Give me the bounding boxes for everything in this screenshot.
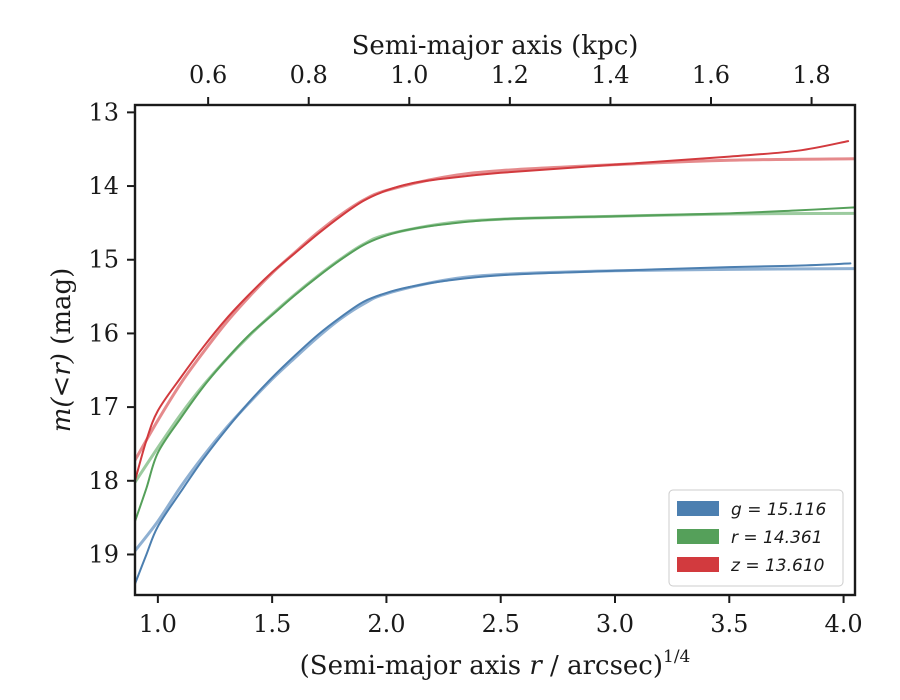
x-tick-label: 4.0	[824, 610, 862, 638]
legend-swatch	[677, 557, 719, 572]
top-tick-label: 1.6	[692, 61, 730, 89]
plot-frame	[133, 103, 857, 597]
y-axis-title-math: m(<r)	[47, 353, 77, 432]
x-tick-label: 1.5	[253, 610, 291, 638]
y-tick-label: 17	[88, 393, 119, 421]
legend-label: g = 15.116	[731, 500, 827, 520]
x-axis-title-var: r	[529, 651, 543, 681]
legend-swatch	[677, 501, 719, 516]
x-axis-title: (Semi-major axis r / arcsec)1/4	[300, 647, 691, 681]
x-tick-label: 2.5	[482, 610, 520, 638]
legend: g = 15.116 r = 14.361 z = 13.610	[668, 489, 844, 587]
x-axis-title-exponent: 1/4	[663, 647, 690, 667]
axes-group: 1.0 1.5 2.0 2.5 3.0 3.5 4.0 13 14 15 16 17 18 19 0.6 0.…	[88, 61, 862, 638]
x-tick-label: 1.0	[139, 610, 177, 638]
y-tick-label: 19	[88, 540, 119, 568]
data-curve-r	[135, 206, 855, 523]
legend-label: z = 13.610	[730, 556, 824, 576]
top-tick-label: 0.8	[290, 61, 328, 89]
x-axis-title-prefix: (Semi-major axis	[300, 651, 530, 681]
data-curve-z	[135, 140, 850, 482]
top-tick-label: 1.0	[390, 61, 428, 89]
legend-label: r = 14.361	[731, 528, 823, 548]
y-tick-label: 13	[88, 98, 119, 126]
top-tick-label: 0.6	[189, 61, 227, 89]
y-tick-label: 18	[88, 467, 119, 495]
model-curve-r	[135, 211, 855, 484]
x-tick-label: 3.5	[710, 610, 748, 638]
legend-swatch	[677, 529, 719, 544]
x-tick-label: 2.0	[367, 610, 405, 638]
data-curve-g	[135, 262, 852, 585]
top-tick-label: 1.4	[591, 61, 629, 89]
y-tick-label: 15	[88, 246, 119, 274]
x-tick-label: 3.0	[596, 610, 634, 638]
top-tick-label: 1.8	[792, 61, 830, 89]
y-tick-label: 14	[88, 172, 119, 200]
x-axis-title-suffix: / arcsec)	[542, 651, 663, 681]
model-curve-z	[135, 157, 855, 462]
y-axis-title: m(<r) (mag)	[47, 268, 77, 433]
top-tick-label: 1.2	[491, 61, 529, 89]
curves-group	[135, 140, 855, 585]
y-axis-title-unit: (mag)	[47, 268, 77, 353]
y-tick-label: 16	[88, 319, 119, 347]
top-axis-title: Semi-major axis (kpc)	[352, 31, 639, 61]
